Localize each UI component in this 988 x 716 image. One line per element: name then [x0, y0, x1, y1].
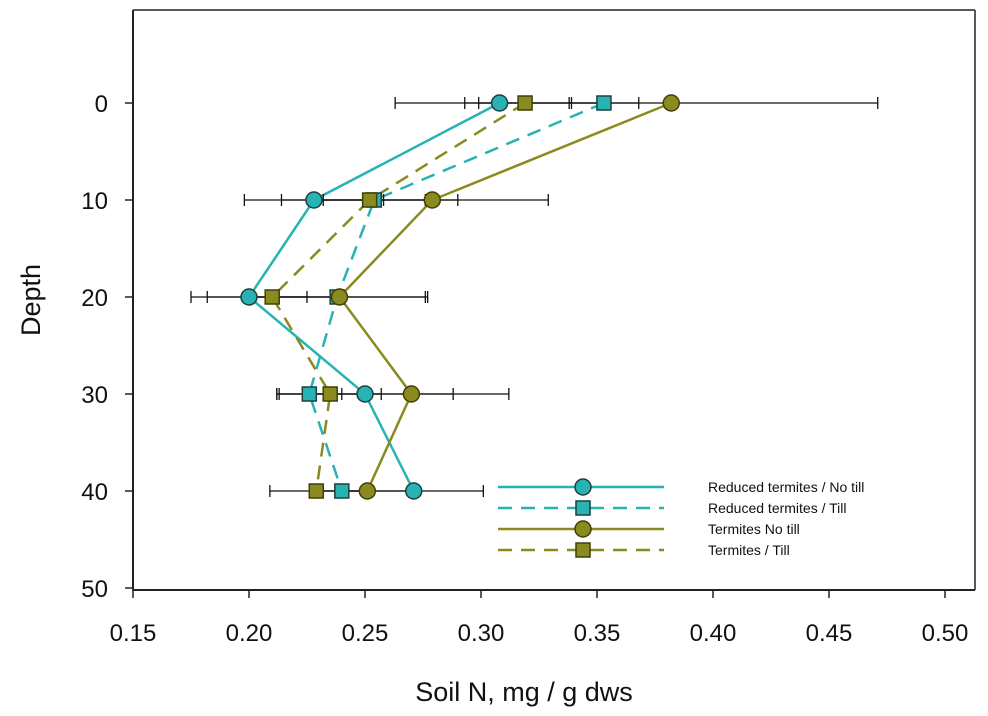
legend-marker [575, 542, 591, 558]
series-line-4 [270, 101, 526, 492]
y-tick-label: 20 [81, 285, 108, 312]
data-point-circle [305, 191, 323, 209]
x-axis-ticks: 0.15 0.20 0.25 0.30 0.35 0.40 0.45 0.50 [110, 590, 969, 647]
data-point-circle [330, 288, 349, 306]
data-point-square [308, 483, 325, 499]
x-tick-label: 0.20 [226, 620, 273, 647]
y-axis-title: Depth [16, 264, 46, 336]
y-tick-label: 0 [95, 91, 108, 118]
legend-marker [575, 500, 591, 516]
x-tick-label: 0.30 [458, 620, 505, 647]
x-tick-label: 0.50 [922, 620, 969, 647]
data-point-circle [490, 94, 509, 112]
legend-label: Reduced termites / No till [708, 479, 864, 495]
legend-marker [574, 478, 592, 496]
data-point-circle [423, 191, 442, 209]
data-point-circle [662, 94, 680, 112]
y-tick-label: 10 [81, 188, 108, 215]
legend-marker [574, 520, 592, 538]
data-point-circle [358, 482, 377, 500]
data-point-circle [402, 385, 421, 403]
y-tick-label: 40 [81, 479, 108, 506]
data-point-square [301, 386, 318, 402]
data-point-circle [240, 288, 258, 306]
y-tick-label: 30 [81, 382, 108, 409]
plot-frame [132, 9, 976, 591]
data-point-square [596, 95, 612, 111]
legend-label: Reduced termites / Till [708, 500, 847, 516]
legend-label: Termites No till [708, 521, 800, 537]
data-point-circle [356, 385, 374, 403]
data-point-circle [404, 482, 423, 500]
x-tick-label: 0.45 [806, 620, 853, 647]
data-point-square [334, 483, 350, 499]
x-axis-title: Soil N, mg / g dws [415, 677, 633, 707]
x-tick-label: 0.40 [690, 620, 737, 647]
series-layer [190, 94, 879, 500]
x-tick-label: 0.35 [574, 620, 621, 647]
y-axis-ticks: 0 10 20 30 40 50 [81, 91, 133, 603]
data-point-square [322, 386, 338, 402]
x-tick-label: 0.15 [110, 620, 157, 647]
data-point-square [361, 192, 378, 208]
y-tick-label: 50 [81, 576, 108, 603]
legend: Reduced termites / No till Reduced termit… [498, 478, 864, 558]
legend-label: Termites / Till [708, 542, 790, 558]
x-tick-label: 0.25 [342, 620, 389, 647]
data-point-square [517, 95, 533, 111]
data-point-square [264, 289, 280, 305]
